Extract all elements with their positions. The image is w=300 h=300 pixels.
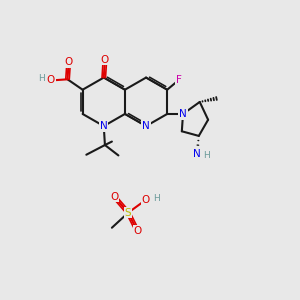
Text: O: O [133,226,142,236]
Text: S: S [125,208,131,218]
Text: H: H [203,151,210,160]
Text: O: O [142,195,150,205]
Text: H: H [153,194,160,203]
Text: O: O [46,76,55,85]
Text: O: O [64,57,73,67]
Text: H: H [38,74,45,83]
Text: N: N [100,121,108,131]
Text: N: N [179,109,187,119]
Text: N: N [142,121,150,131]
Text: N: N [193,149,201,159]
Text: F: F [176,75,182,85]
Text: O: O [110,191,118,202]
Text: O: O [101,55,109,64]
